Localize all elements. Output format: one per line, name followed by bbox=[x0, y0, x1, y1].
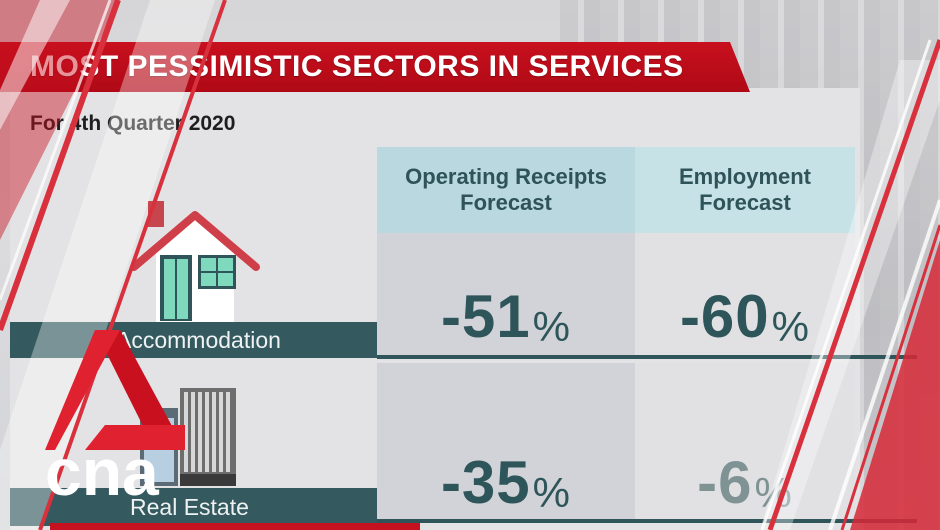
value-number: -6 bbox=[697, 449, 753, 516]
row-divider bbox=[377, 519, 917, 523]
cna-logo-icon: cna bbox=[45, 330, 185, 500]
value-number: -35 bbox=[440, 449, 531, 516]
percent-sign: % bbox=[771, 303, 811, 350]
column-header-employment: Employment Forecast bbox=[635, 147, 855, 233]
bottom-red-strip bbox=[50, 523, 420, 530]
svg-text:cna: cna bbox=[45, 435, 160, 500]
accommodation-operating-receipts-value: -51% bbox=[377, 233, 635, 355]
subtitle: For 4th Quarter 2020 bbox=[30, 112, 236, 135]
percent-sign: % bbox=[754, 469, 793, 516]
accommodation-employment-value: -60% bbox=[635, 233, 855, 355]
house-icon bbox=[130, 201, 260, 323]
column-header-line: Operating Receipts bbox=[405, 164, 607, 189]
column-header-line: Employment bbox=[678, 164, 812, 189]
column-header-line: Forecast bbox=[460, 190, 552, 215]
value-number: -51 bbox=[440, 283, 531, 350]
row-divider bbox=[377, 355, 917, 359]
percent-sign: % bbox=[532, 469, 572, 516]
title-banner: MOST PESSIMISTIC SECTORS IN SERVICES bbox=[0, 42, 750, 92]
percent-sign: % bbox=[532, 303, 572, 350]
column-header-line: Forecast bbox=[699, 190, 791, 215]
column-header-operating-receipts: Operating Receipts Forecast bbox=[377, 147, 635, 233]
real-estate-operating-receipts-value: -35% bbox=[377, 363, 635, 521]
value-number: -60 bbox=[679, 283, 770, 350]
real-estate-employment-value: -6% bbox=[635, 363, 855, 521]
page-title: MOST PESSIMISTIC SECTORS IN SERVICES bbox=[30, 50, 684, 83]
